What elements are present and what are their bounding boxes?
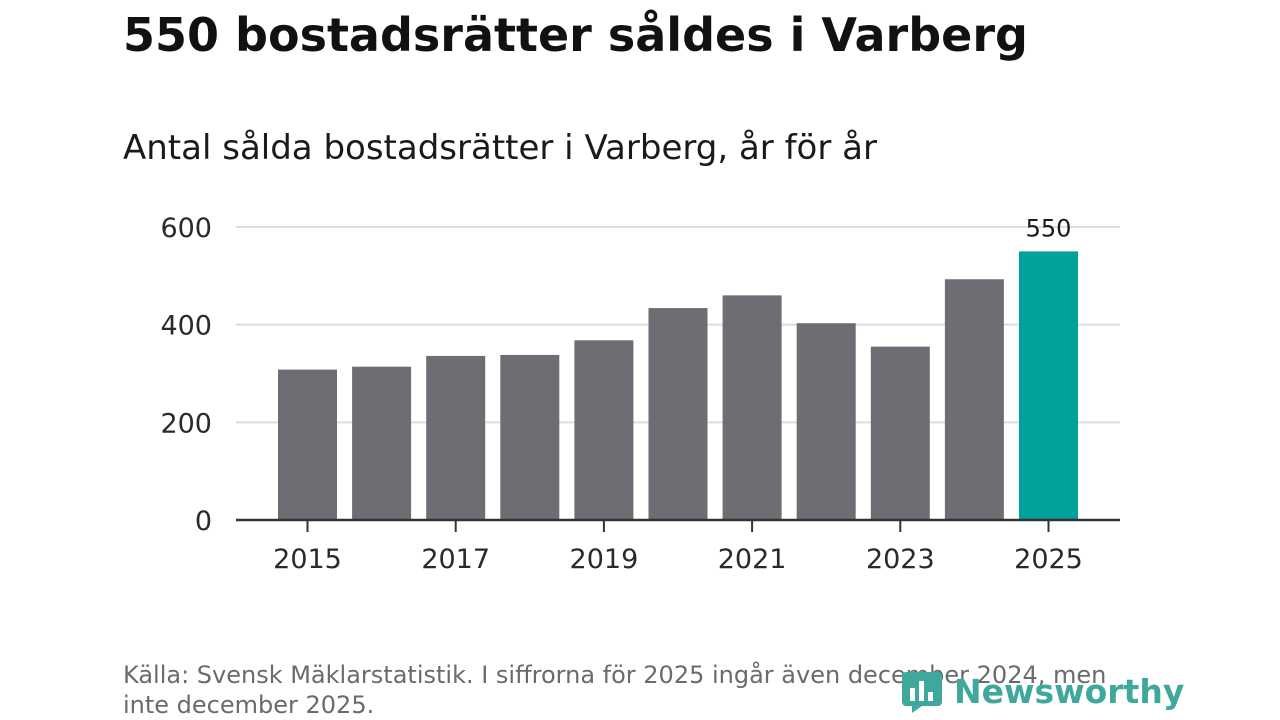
- newsworthy-logo: Newsworthy: [900, 668, 1184, 714]
- bar-2024: [944, 279, 1004, 520]
- y-tick-label: 400: [160, 311, 212, 342]
- bar-2015: [278, 369, 337, 520]
- x-tick-label: 2021: [718, 544, 787, 575]
- y-tick-label: 200: [160, 408, 212, 439]
- data-label-2025: 550: [1026, 214, 1072, 242]
- bar-2019: [574, 340, 634, 520]
- bar-2016: [352, 366, 412, 520]
- x-tick-label: 2023: [866, 544, 935, 575]
- bar-layer: [278, 251, 1078, 520]
- y-tick-label: 0: [195, 506, 212, 537]
- y-tick-label: 600: [160, 213, 212, 244]
- bar-2025: [1019, 251, 1078, 520]
- chart-title: 550 bostadsrätter såldes i Varberg: [123, 8, 1028, 62]
- x-tick-label: 2019: [570, 544, 639, 575]
- bar-2017: [426, 355, 486, 520]
- bar-2022: [796, 323, 856, 520]
- source-note: Källa: Svensk Mäklarstatistik. I siffror…: [123, 661, 1107, 719]
- x-tick-label: 2017: [421, 544, 490, 575]
- bar-2020: [648, 308, 708, 520]
- logo-text: Newsworthy: [954, 671, 1185, 711]
- x-tick-label: 2025: [1014, 544, 1083, 575]
- x-tick-label: 2015: [273, 544, 342, 575]
- bar-2023: [870, 346, 930, 520]
- label-layer: 0 200 400 600 2015 2017 2019 2021 2023 2025 550: [160, 213, 1082, 575]
- bar-2018: [500, 354, 560, 520]
- newsworthy-logo-icon: [902, 672, 942, 713]
- bar-2021: [722, 295, 782, 520]
- axis-layer: [236, 518, 1120, 532]
- chart-subtitle: Antal sålda bostadsrätter i Varberg, år …: [123, 128, 877, 168]
